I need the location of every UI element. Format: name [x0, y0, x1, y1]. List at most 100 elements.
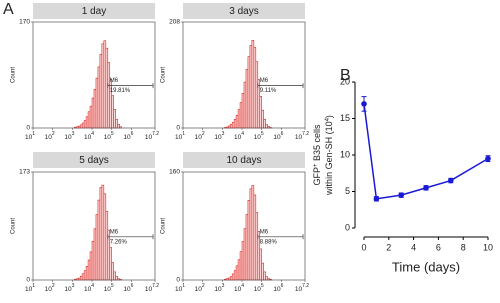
x-tick-base: 10 [45, 134, 53, 141]
x-tick-base: 10 [104, 286, 112, 293]
x-tick-label: 104 [234, 283, 244, 292]
x-tick-label: 102 [45, 131, 55, 140]
x-tick-exponent: 4 [91, 283, 94, 289]
plot-frame [182, 21, 306, 129]
x-tick-exponent: 3 [72, 283, 75, 289]
gate-name: M6 [110, 229, 119, 235]
x-tick-base: 10 [234, 286, 242, 293]
x-tick-exponent: 7.2 [302, 131, 309, 137]
x-tick-base: 10 [145, 286, 153, 293]
panel-title: 3 days [229, 6, 258, 17]
x-tick-base: 10 [234, 134, 242, 141]
x-tick-base: 10 [123, 134, 131, 141]
gate-percent: 19.81% [110, 88, 131, 94]
x-tick-label: 107.2 [295, 131, 309, 140]
y-axis-label: Count [11, 218, 17, 234]
x-tick-base: 10 [214, 134, 222, 141]
y-axis-label: Count [11, 67, 17, 83]
x-tick-label: 105 [254, 131, 264, 140]
y-axis-label-part: B35 cells [312, 124, 322, 164]
x-tick-base: 10 [295, 286, 303, 293]
x-tick-base: 10 [145, 134, 153, 141]
y-tick-label: 0 [176, 125, 180, 132]
x-tick-exponent: 1 [32, 131, 35, 137]
x-tick-label: 6 [436, 242, 441, 252]
y-axis-label-part: 4 [325, 117, 331, 121]
panel-title: 1 day [82, 6, 106, 17]
x-tick-label: 105 [104, 283, 114, 292]
data-point [361, 101, 367, 107]
x-tick-exponent: 6 [131, 283, 134, 289]
y-axis-label-part: GFP [312, 167, 322, 186]
data-point [485, 155, 491, 162]
y-tick-label: 170 [19, 19, 30, 26]
x-tick-base: 10 [273, 134, 281, 141]
x-tick-exponent: 6 [281, 283, 284, 289]
x-tick-label: 107.2 [295, 283, 309, 292]
x-tick-base: 10 [195, 286, 203, 293]
x-tick-exponent: 6 [131, 131, 134, 137]
panel-label: B [340, 67, 351, 84]
x-tick-base: 10 [84, 134, 92, 141]
gate-name: M6 [260, 78, 269, 84]
panel-title: 5 days [79, 155, 108, 166]
data-point [373, 196, 380, 202]
x-tick-label: 10 [483, 242, 493, 252]
x-tick-base: 10 [295, 134, 303, 141]
x-tick-exponent: 4 [241, 131, 244, 137]
y-axis-label: within Gen-SH (104) [324, 115, 334, 196]
x-tick-label: 101 [175, 131, 185, 140]
plot-frame [182, 171, 306, 281]
x-tick-exponent: 4 [241, 283, 244, 289]
x-tick-label: 101 [175, 283, 185, 292]
x-tick-exponent: 1 [32, 283, 35, 289]
y-tick-label: 0 [26, 125, 30, 132]
data-point [423, 185, 429, 191]
x-tick-exponent: 2 [202, 283, 205, 289]
x-tick-exponent: 7.2 [302, 283, 309, 289]
x-tick-label: 105 [104, 131, 114, 140]
x-tick-label: 106 [273, 131, 283, 140]
x-tick-label: 106 [273, 283, 283, 292]
y-axis-label: Count [161, 67, 167, 83]
y-axis-label: Count [161, 218, 167, 234]
x-tick-exponent: 7.2 [152, 131, 159, 137]
data-line [363, 103, 489, 200]
x-tick-exponent: 4 [91, 131, 94, 137]
y-axis-label: GFP+ B35 cells [312, 124, 322, 186]
x-tick-base: 10 [64, 286, 72, 293]
x-tick-base: 10 [64, 134, 72, 141]
x-tick-label: 106 [123, 283, 133, 292]
panel-header [183, 152, 305, 168]
x-tick-exponent: 5 [261, 131, 264, 137]
x-tick-base: 10 [25, 134, 33, 141]
x-tick-exponent: 1 [182, 131, 185, 137]
gate-percent: 9.11% [260, 88, 277, 94]
x-tick-exponent: 3 [222, 283, 225, 289]
y-tick-label: 0 [345, 222, 350, 232]
x-tick-exponent: 3 [72, 131, 75, 137]
x-tick-label: 105 [254, 283, 264, 292]
x-axis-label: Time (days) [392, 259, 460, 274]
x-tick-base: 10 [45, 286, 53, 293]
panel-title: 10 days [226, 155, 261, 166]
x-tick-exponent: 1 [182, 283, 185, 289]
data-point [398, 192, 405, 198]
panel-header [33, 152, 155, 168]
y-tick-label: 173 [19, 169, 30, 176]
x-tick-base: 10 [273, 286, 281, 293]
x-tick-label: 8 [461, 242, 466, 252]
x-tick-label: 101 [25, 283, 35, 292]
x-tick-label: 4 [411, 242, 416, 252]
x-tick-label: 104 [84, 283, 94, 292]
gate-name: M6 [110, 78, 119, 84]
x-tick-label: 103 [64, 131, 74, 140]
x-tick-label: 102 [45, 283, 55, 292]
x-tick-base: 10 [214, 286, 222, 293]
x-tick-label: 2 [386, 242, 391, 252]
x-tick-base: 10 [195, 134, 203, 141]
x-tick-label: 0 [361, 242, 366, 252]
y-tick-label: 20 [340, 76, 350, 86]
panel-label: A [3, 1, 14, 18]
